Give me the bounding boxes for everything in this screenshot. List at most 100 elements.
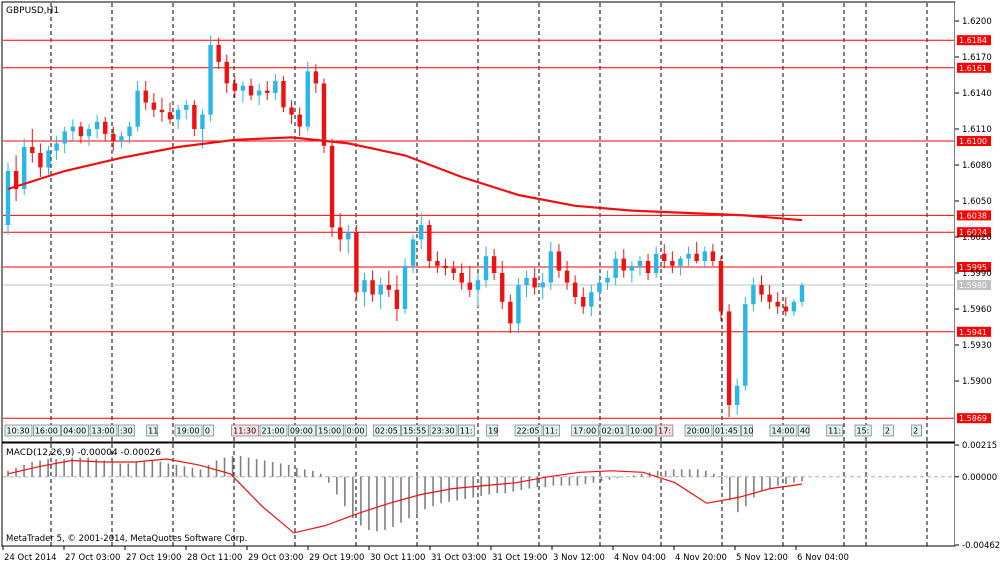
price-tick-label: 1.6080 [962,161,992,171]
candle-body [386,285,391,290]
price-tick-label: 1.6050 [962,197,992,207]
session-box [713,424,741,437]
candle-body [240,85,246,91]
candle-body [702,251,707,261]
price-axis-panel [955,2,998,546]
price-level-tag [957,326,991,337]
candle-body [30,147,35,153]
session-box [203,424,214,437]
price-level-label: 1.5941 [959,328,987,337]
candle-body [354,232,359,293]
candle-body [289,107,294,115]
price-level-label: 1.5995 [959,263,987,272]
candle-body [143,90,148,103]
candle-body [410,239,416,266]
candle-body [103,121,108,134]
candle-body [370,280,375,295]
candle-body [248,85,254,96]
candle-body [119,136,124,141]
candle-body [192,105,197,129]
candle-body [710,251,716,261]
session-box [33,424,61,437]
candle-body [759,285,764,295]
session-label: 0 [205,427,210,436]
candle-body [5,171,11,225]
candle-body [572,282,578,297]
price-tick-label: 1.6110 [962,125,992,135]
session-label: 11:30 [233,427,256,436]
candle-body [532,277,537,288]
session-label: 17:00 [573,427,596,436]
candle-body [483,256,489,281]
session-label: 15:00 [318,427,341,436]
session-box [458,424,475,437]
session-label: 16:00 [35,427,58,436]
candle-body [475,280,481,290]
session-label: 11: [460,427,473,436]
candle-body [265,90,270,93]
macd-indicator: 0.00215 0.00000 -0.00462 [3,441,1000,551]
candle-body [346,232,351,240]
macd-tick-label: 0.00215 [962,441,997,451]
session-label: 21:00 [262,427,285,436]
time-label: 28 Oct 11:00 [187,553,242,563]
candle-body [427,225,432,261]
candle-body [775,301,780,307]
session-box [854,424,872,437]
price-tick-label: 1.5960 [962,305,992,315]
candle-body [548,251,554,283]
candle-body [443,265,448,269]
candle-body [86,129,92,137]
price-tick-label: 1.5900 [962,377,992,387]
macd-signal-line [7,458,803,534]
session-box [656,424,674,437]
candle-body [491,256,497,273]
session-box [514,424,543,437]
time-label: 30 Oct 11:00 [370,553,425,563]
candle-body [645,261,651,273]
price-tick-label: 1.6140 [962,89,992,99]
candle-body [135,90,140,127]
candle-body [524,277,529,285]
candle-body [297,114,302,127]
candle-body [799,285,805,302]
session-box [146,424,158,437]
price-level-tag [957,413,991,424]
session-box [4,424,33,437]
candle-body [184,105,189,110]
candle-body [435,261,440,266]
session-label: 19:00 [177,427,200,436]
candle-body [22,147,27,189]
session-label: 17: [658,427,671,436]
candle-body [175,109,181,120]
candle-body [127,126,132,137]
session-box [628,424,656,437]
time-label: 27 Oct 03:00 [65,553,120,563]
session-box [798,424,810,437]
session-box [684,424,713,437]
price-level-label: 1.6184 [959,36,987,45]
candle-body [653,253,659,273]
candle-body [62,131,67,144]
session-label: 15:55 [403,427,426,436]
chart-title: GBPUSD,H1 [6,6,59,16]
candle-body [516,285,521,324]
candle-body [208,45,213,115]
candle-body [743,304,748,386]
session-label: 04:00 [63,427,86,436]
session-label: 40 [800,427,810,436]
candle-body [216,45,221,62]
session-label: 02:05 [375,427,398,436]
session-label: :30 [120,427,133,436]
session-label: 15: [857,427,870,436]
candle-body [419,225,424,240]
candle-body [662,253,667,261]
price-tick-label: 1.6020 [962,233,992,243]
candle-body [78,126,84,137]
session-box [826,424,844,437]
candle-body [151,102,157,110]
copyright-label: MetaTrader 5, © 2001-2014, MetaQuotes So… [6,534,247,544]
time-label: 5 Nov 12:00 [736,553,788,563]
time-label: 3 Nov 12:00 [553,553,605,563]
